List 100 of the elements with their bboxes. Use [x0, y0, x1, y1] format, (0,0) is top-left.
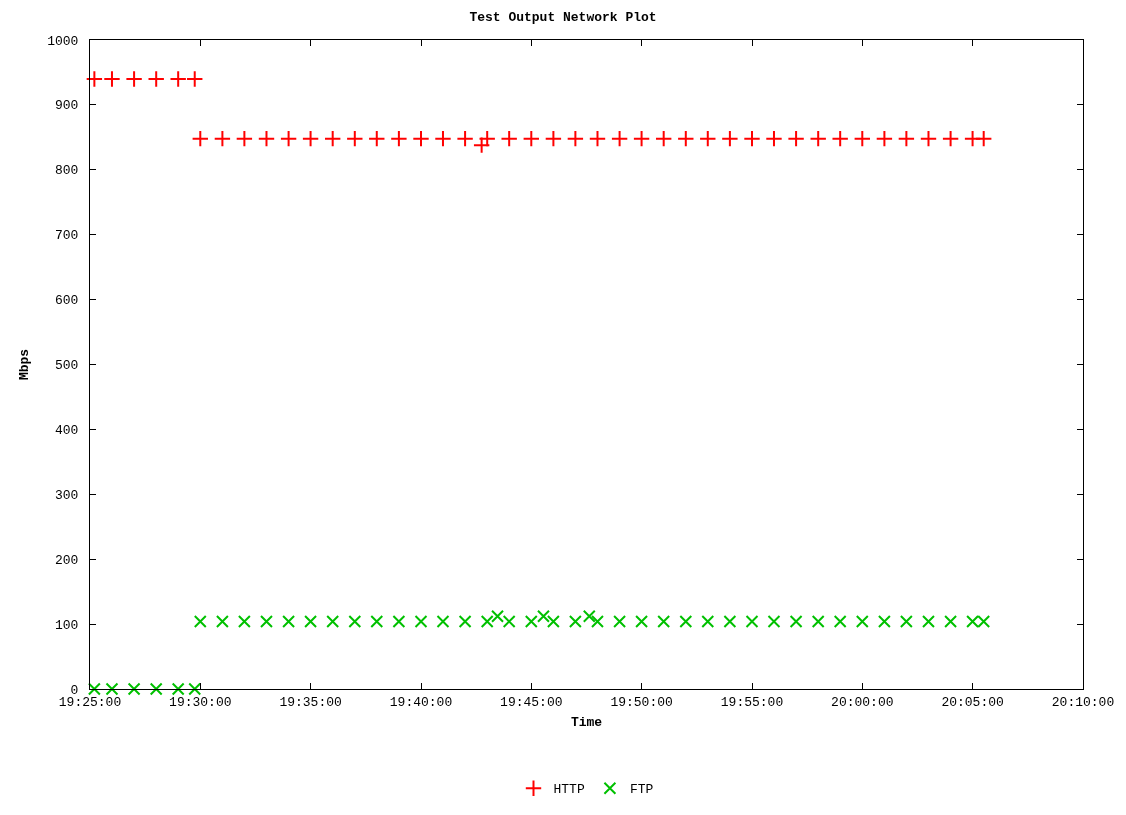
point — [458, 615, 472, 628]
point — [522, 129, 540, 148]
point — [875, 129, 894, 148]
point — [502, 615, 516, 628]
x-axis-title: Time — [570, 715, 603, 731]
point — [831, 129, 849, 148]
x-tick-label: 20:05:00 — [941, 694, 1004, 710]
point — [390, 129, 408, 148]
point — [787, 129, 805, 148]
point — [632, 129, 651, 148]
point — [171, 682, 185, 696]
point — [811, 615, 825, 628]
point — [975, 129, 993, 148]
point — [855, 615, 869, 628]
point — [259, 615, 273, 628]
y-tick-label: 1000 — [47, 33, 79, 49]
point — [279, 129, 298, 148]
chart-title: Test Output Network Plot — [469, 10, 657, 26]
point — [654, 129, 673, 148]
point — [536, 609, 550, 623]
point — [237, 615, 251, 628]
point — [899, 615, 913, 628]
point — [456, 129, 474, 148]
point — [941, 129, 960, 148]
point — [414, 615, 428, 628]
point — [434, 129, 452, 148]
point — [346, 129, 364, 148]
point — [588, 129, 607, 148]
point — [472, 136, 491, 154]
point — [679, 615, 693, 628]
x-tick-label: 20:00:00 — [831, 694, 894, 710]
point — [524, 615, 538, 628]
point — [677, 129, 695, 148]
x-tick-label: 19:40:00 — [389, 694, 453, 710]
y-tick-label: 900 — [54, 98, 79, 114]
point — [582, 609, 596, 623]
x-tick-label: 19:35:00 — [279, 694, 342, 710]
point — [282, 615, 296, 628]
point — [544, 129, 563, 148]
point — [215, 615, 229, 628]
point — [546, 615, 560, 628]
point — [436, 615, 450, 628]
point — [919, 129, 938, 148]
y-tick-label: 700 — [54, 228, 79, 244]
point — [186, 70, 204, 88]
x-tick-label: 19:30:00 — [169, 694, 232, 710]
legend-label: FTP — [629, 782, 654, 798]
point — [412, 129, 430, 148]
point — [301, 129, 320, 148]
point — [610, 129, 629, 148]
point — [877, 615, 891, 628]
point — [213, 129, 232, 148]
point — [87, 682, 101, 696]
point — [304, 615, 318, 628]
point — [723, 615, 737, 628]
point — [392, 615, 406, 628]
point — [613, 615, 627, 628]
y-tick-label: 300 — [54, 487, 79, 503]
point — [370, 615, 384, 628]
point — [635, 615, 649, 628]
point — [809, 129, 827, 148]
x-tick-label: 19:50:00 — [610, 694, 673, 710]
y-tick-label: 500 — [54, 358, 79, 374]
point — [257, 129, 276, 148]
point — [85, 70, 104, 88]
point — [105, 682, 119, 696]
y-tick-label: 600 — [54, 293, 79, 309]
point — [326, 615, 340, 628]
x-tick-label: 19:45:00 — [500, 694, 563, 710]
point — [147, 70, 165, 88]
point — [480, 615, 494, 628]
x-tick-label: 20:10:00 — [1051, 694, 1115, 710]
point — [323, 129, 342, 148]
point — [188, 682, 202, 696]
point — [765, 129, 783, 148]
point — [897, 129, 916, 148]
y-axis-title: Mbps — [17, 348, 33, 381]
point — [368, 129, 386, 148]
point — [103, 70, 121, 88]
point — [235, 129, 254, 148]
point — [478, 129, 496, 148]
point — [833, 615, 847, 628]
point — [699, 129, 717, 148]
point — [348, 615, 362, 628]
point — [127, 682, 141, 696]
point — [657, 615, 671, 628]
point — [125, 70, 143, 88]
point — [853, 129, 871, 148]
point — [921, 615, 935, 628]
point — [568, 615, 582, 628]
point — [491, 609, 505, 623]
point — [566, 129, 585, 148]
point — [590, 615, 604, 628]
point — [500, 129, 518, 148]
point — [721, 129, 739, 148]
point — [743, 129, 761, 148]
point — [745, 615, 759, 628]
point — [767, 615, 781, 628]
y-tick-label: 400 — [54, 422, 79, 438]
x-tick-label: 19:55:00 — [720, 694, 784, 710]
